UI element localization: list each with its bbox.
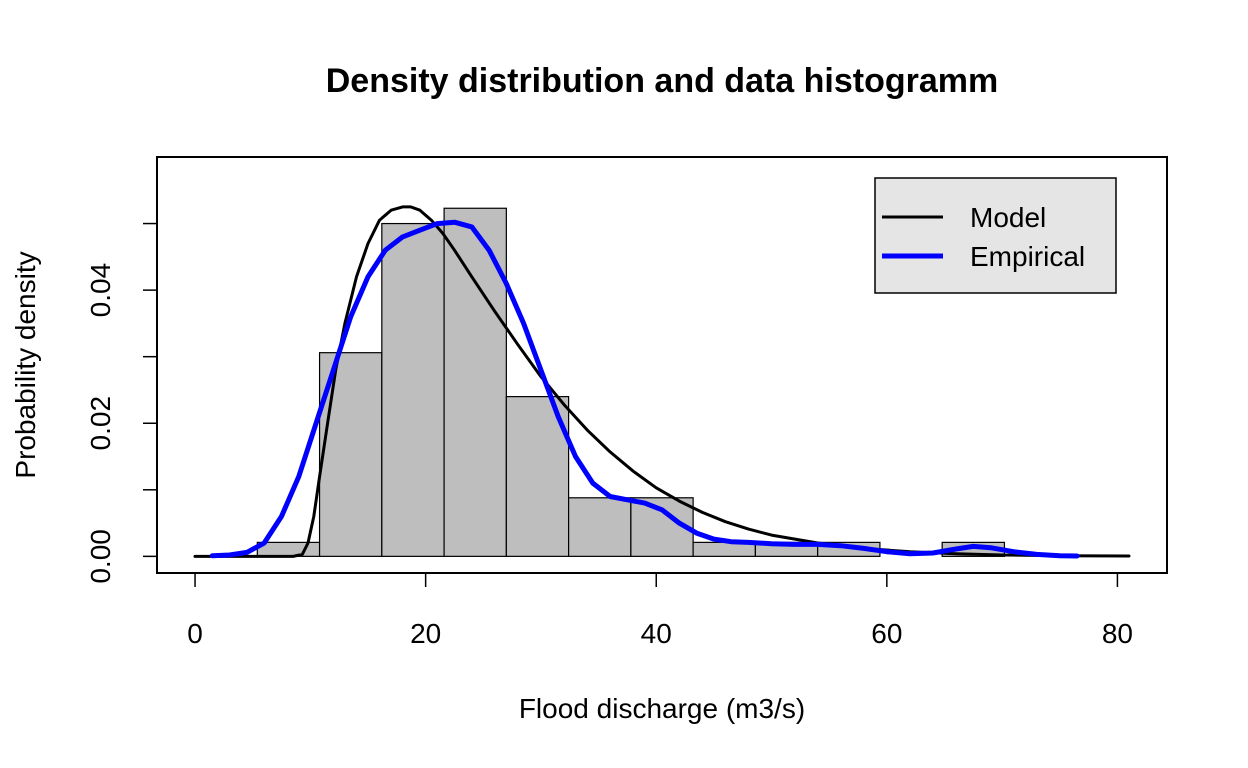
legend-box — [874, 177, 1117, 294]
x-tick-label: 40 — [641, 618, 672, 649]
series-line-model — [193, 205, 1131, 558]
x-tick-label: 20 — [410, 618, 441, 649]
histogram-bar — [256, 541, 321, 557]
histogram-bar — [381, 222, 445, 557]
x-tick-label: 60 — [871, 618, 902, 649]
x-axis-label: Flood discharge (m3/s) — [519, 693, 805, 724]
x-tick-label: 80 — [1102, 618, 1133, 649]
legend: Model Empirical — [874, 177, 1117, 294]
legend-label-empirical: Empirical — [970, 241, 1085, 272]
histogram-bar — [505, 396, 570, 557]
plot-frame — [156, 156, 1168, 574]
chart-title: Density distribution and data histogramm — [326, 62, 999, 100]
series-line-empirical — [209, 219, 1080, 559]
y-tick-label: 0.00 — [85, 529, 116, 584]
histogram-bar — [568, 497, 632, 557]
x-axis: 0 20 40 60 80 — [187, 572, 1133, 649]
y-axis-label: Probability density — [10, 251, 41, 478]
density-curves — [193, 205, 1131, 559]
y-axis: 0.00 0.02 0.04 — [85, 222, 158, 584]
y-tick-label: 0.04 — [85, 263, 116, 318]
x-tick-label: 0 — [187, 618, 203, 649]
legend-label-model: Model — [970, 202, 1046, 233]
y-tick-label: 0.02 — [85, 396, 116, 451]
